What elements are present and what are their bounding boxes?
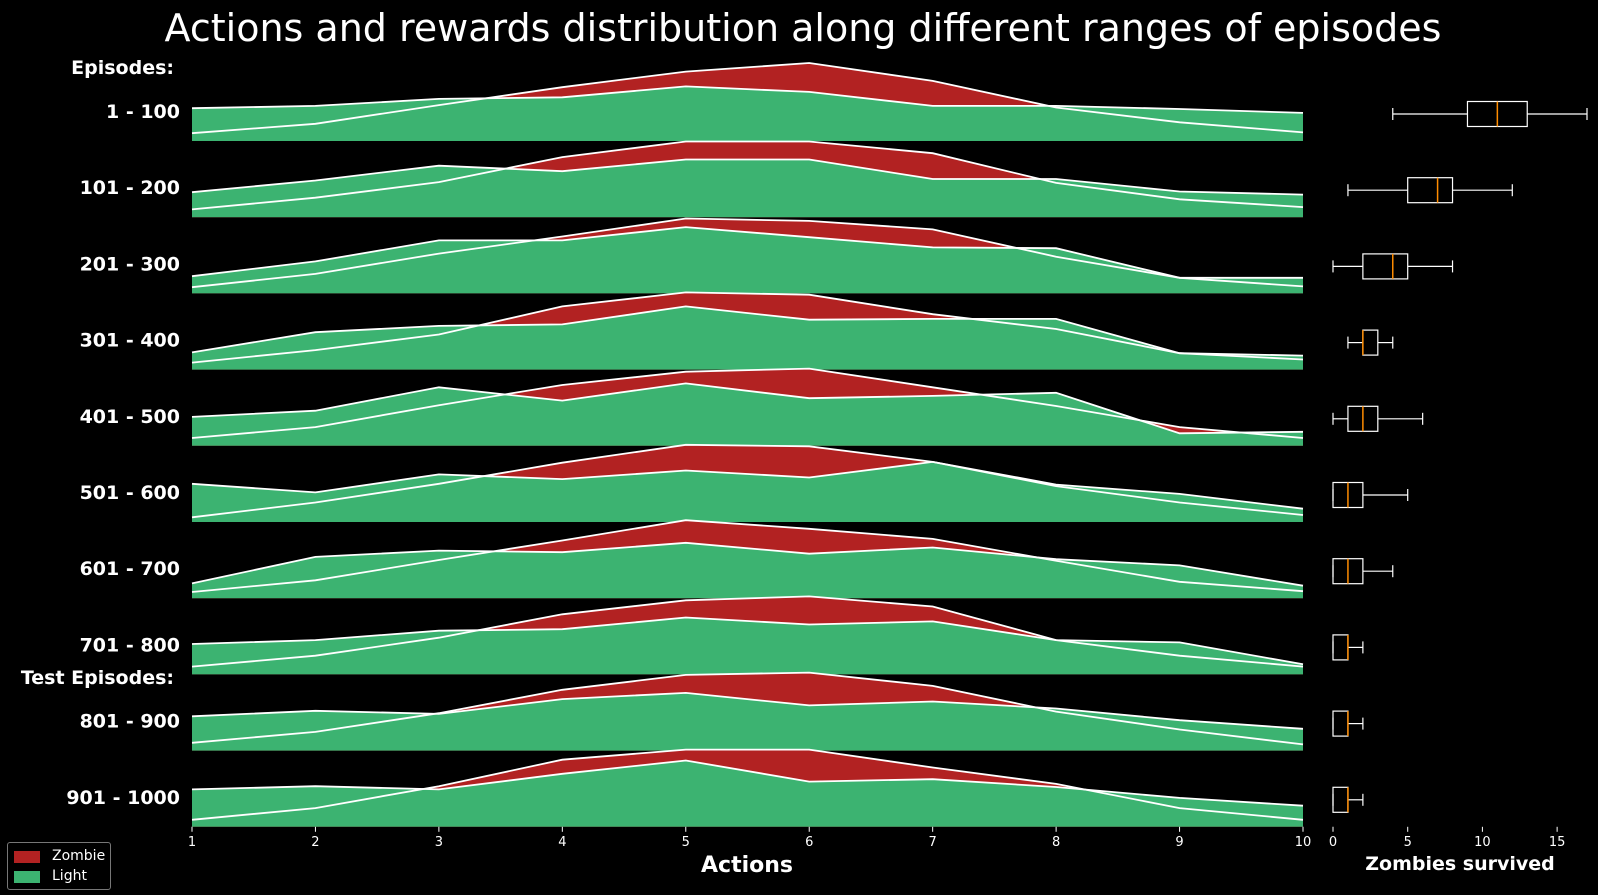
light-line bbox=[191, 158, 1304, 196]
light-area bbox=[192, 617, 1303, 675]
boxplot bbox=[1392, 100, 1588, 128]
x-tick-label: 3 bbox=[435, 835, 443, 850]
box bbox=[1332, 710, 1349, 737]
ridge-901-1000 bbox=[191, 748, 1304, 827]
zombie-line bbox=[191, 217, 1304, 289]
section-label-episodes: Episodes: bbox=[71, 57, 174, 79]
zombie-line bbox=[191, 140, 1304, 211]
boxplot bbox=[1332, 710, 1364, 737]
light-line bbox=[191, 691, 1304, 730]
boxplot-x-axis: 0 5 10 15 bbox=[1329, 826, 1566, 850]
light-area bbox=[192, 692, 1303, 751]
x-tick-label: 9 bbox=[1175, 835, 1183, 850]
x-tick-label: 8 bbox=[1052, 835, 1060, 850]
light-line bbox=[191, 460, 1304, 510]
boxplot-x-axis-title: Zombies survived bbox=[1365, 853, 1555, 875]
boxplot bbox=[1347, 329, 1394, 356]
ridge-501-600 bbox=[191, 443, 1304, 522]
x-axis: 1 2 3 4 5 6 7 8 9 10 bbox=[188, 826, 1312, 850]
light-area bbox=[192, 86, 1303, 141]
section-label-test-episodes: Test Episodes: bbox=[21, 667, 174, 689]
x-tick-label: 10 bbox=[1295, 835, 1312, 850]
ridge-401-500 bbox=[191, 367, 1304, 446]
legend-swatch-zombie bbox=[14, 851, 40, 863]
ridge-601-700 bbox=[191, 519, 1304, 599]
ridge-101-200 bbox=[191, 140, 1304, 218]
x-tick-label: 2 bbox=[311, 835, 319, 850]
box bbox=[1332, 634, 1349, 661]
chart-title: Actions and rewards distribution along d… bbox=[165, 6, 1442, 50]
ridge-1-100 bbox=[191, 62, 1304, 141]
light-line bbox=[191, 382, 1304, 435]
light-area bbox=[192, 542, 1303, 599]
zombie-line bbox=[191, 62, 1304, 135]
zombie-line bbox=[191, 519, 1304, 593]
zombie-line bbox=[191, 443, 1304, 519]
legend-label-light: Light bbox=[52, 868, 87, 884]
light-area bbox=[192, 461, 1303, 522]
light-area bbox=[192, 227, 1303, 294]
box bbox=[1362, 253, 1409, 280]
light-line bbox=[191, 85, 1304, 114]
ridge-label: 901 - 1000 bbox=[66, 787, 180, 809]
x-tick-label: 1 bbox=[188, 835, 196, 850]
ridge-label: 801 - 900 bbox=[80, 711, 180, 733]
ridges-group bbox=[191, 62, 1304, 827]
x-tick-label: 6 bbox=[805, 835, 813, 850]
boxplot bbox=[1332, 634, 1364, 661]
box bbox=[1332, 786, 1349, 813]
ridge-701-800 bbox=[191, 595, 1304, 675]
ridge-label: 601 - 700 bbox=[80, 558, 180, 580]
boxplot-x-tick-label: 10 bbox=[1474, 835, 1491, 850]
boxplot bbox=[1332, 405, 1424, 432]
boxplot bbox=[1332, 558, 1394, 585]
light-line bbox=[191, 541, 1304, 587]
light-area bbox=[192, 760, 1303, 827]
light-area bbox=[192, 159, 1303, 218]
legend-label-zombie: Zombie bbox=[52, 848, 106, 864]
light-area bbox=[192, 306, 1303, 370]
boxplot-x-tick-label: 15 bbox=[1549, 835, 1566, 850]
zombie-line bbox=[191, 671, 1304, 746]
zombie-line bbox=[191, 595, 1304, 668]
box bbox=[1407, 177, 1454, 204]
x-tick-label: 4 bbox=[558, 835, 566, 850]
legend: Zombie Light bbox=[7, 842, 111, 890]
light-line bbox=[191, 616, 1304, 666]
x-tick-label: 7 bbox=[929, 835, 937, 850]
legend-swatch-light bbox=[14, 871, 40, 883]
ridge-201-300 bbox=[191, 217, 1304, 294]
ridge-label: 201 - 300 bbox=[80, 253, 180, 275]
ridge-label: 401 - 500 bbox=[80, 406, 180, 428]
ridge-801-900 bbox=[191, 671, 1304, 751]
ridge-label: 501 - 600 bbox=[80, 482, 180, 504]
ridge-301-400 bbox=[191, 291, 1304, 370]
box bbox=[1362, 329, 1379, 356]
ridge-label: 1 - 100 bbox=[106, 101, 180, 123]
ridge-label: 701 - 800 bbox=[80, 634, 180, 656]
zombie-line bbox=[191, 367, 1304, 439]
ridge-label: 301 - 400 bbox=[80, 330, 180, 352]
boxplot bbox=[1332, 253, 1454, 280]
x-axis-title: Actions bbox=[701, 853, 793, 878]
light-line bbox=[191, 759, 1304, 807]
boxplot bbox=[1347, 177, 1513, 204]
boxplot-x-tick-label: 0 bbox=[1329, 835, 1337, 850]
zombie-line bbox=[191, 748, 1304, 821]
boxplot bbox=[1332, 481, 1409, 509]
boxplots-group bbox=[1332, 100, 1588, 813]
zombie-line bbox=[191, 291, 1304, 364]
boxplot-x-tick-label: 5 bbox=[1404, 835, 1412, 850]
ridge-label: 101 - 200 bbox=[80, 177, 180, 199]
light-line bbox=[191, 305, 1304, 357]
x-tick-label: 5 bbox=[682, 835, 690, 850]
boxplot bbox=[1332, 786, 1364, 813]
light-area bbox=[192, 383, 1303, 446]
ridge-labels-group: 1 - 100 101 - 200 201 - 300 301 - 400 401 - … bbox=[21, 57, 180, 809]
light-line bbox=[191, 226, 1303, 279]
